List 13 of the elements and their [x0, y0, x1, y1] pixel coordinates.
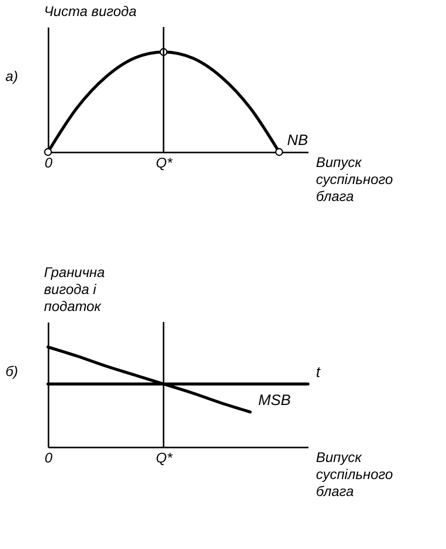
text: б) — [5, 363, 18, 379]
series-label: t — [316, 364, 321, 381]
x-axis-title: Випуск суспільного блага — [316, 154, 394, 204]
y-axis-title: Гранична вигода і податок — [44, 264, 106, 314]
y-axis-title: Чиста вигода — [44, 3, 137, 19]
text: а) — [6, 68, 18, 84]
x-tick-label: Q* — [156, 450, 173, 466]
series-label: MSB — [258, 392, 291, 409]
x-tick-label: 0 — [44, 450, 53, 466]
x-tick-label: Q* — [156, 154, 173, 170]
x-axis-title: Випуск суспільного блага — [316, 449, 394, 499]
series-label: NB — [287, 132, 308, 149]
x-tick-label: 0 — [44, 154, 53, 170]
